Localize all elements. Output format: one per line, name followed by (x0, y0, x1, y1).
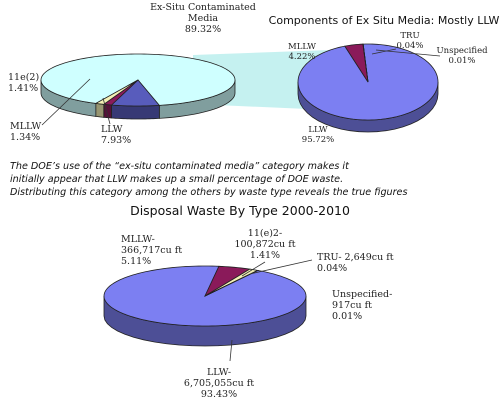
pie-slice (110, 79, 161, 107)
caption-line: The DOE’s use of the “ex-situ contaminat… (10, 161, 349, 172)
slice-label: MLLW 4.22% (288, 42, 316, 62)
leader-line (241, 261, 266, 277)
leader-line (229, 339, 233, 362)
pie-slice-side (111, 104, 160, 120)
pie-slice (94, 79, 139, 105)
pie-ex-situ-components (297, 43, 439, 133)
caption-line: initially appear that LLW makes up a sma… (10, 174, 344, 185)
slice-label: Unspecified-917cu ft 0.01% (332, 289, 392, 322)
pie-slice (344, 43, 369, 83)
caption-line: Distributing this category among the oth… (10, 187, 408, 198)
chart-caption: The DOE’s use of the “ex-situ contaminat… (10, 160, 495, 199)
slice-label: TRU 0.04% (396, 31, 423, 51)
pie-overall-waste (40, 53, 236, 120)
leader-line (371, 48, 397, 55)
slice-label: 11(e)2-100,872cu ft 1.41% (234, 228, 295, 261)
pie-slice (204, 270, 259, 297)
slice-label: LLW-6,705,055cu ft 93.43% (184, 367, 254, 400)
slice-label: Ex-Situ Contaminated Media 89.32% (150, 2, 256, 35)
slice-label: MLLW-366,717cu ft 5.11% (121, 234, 182, 267)
slice-label: TRU- 2,649cu ft 0.04% (317, 252, 394, 274)
chart-labels: Ex-Situ Contaminated Media 89.32% 11e(2) 1.4… (8, 2, 499, 400)
pie-slice (204, 265, 251, 298)
slice-label: 11e(2) 1.41% (8, 72, 39, 94)
leader-line (249, 259, 313, 275)
pie-disposal-by-type (103, 265, 307, 347)
leader-line (102, 97, 111, 125)
pie-slice-side (95, 102, 105, 118)
slice-label: LLW 95.72% (302, 125, 334, 145)
chart-title: Components of Ex Situ Media: Mostly LLW (269, 14, 500, 27)
leader-line (375, 49, 441, 57)
slice-label: LLW 7.93% (101, 124, 131, 146)
slice-label: Unspecified 0.01% (436, 46, 488, 66)
pie-slice (362, 43, 369, 83)
chart-title: Disposal Waste By Type 2000-2010 (130, 203, 350, 218)
slice-label: MLLW 1.34% (10, 121, 42, 143)
leader-line (41, 78, 91, 126)
